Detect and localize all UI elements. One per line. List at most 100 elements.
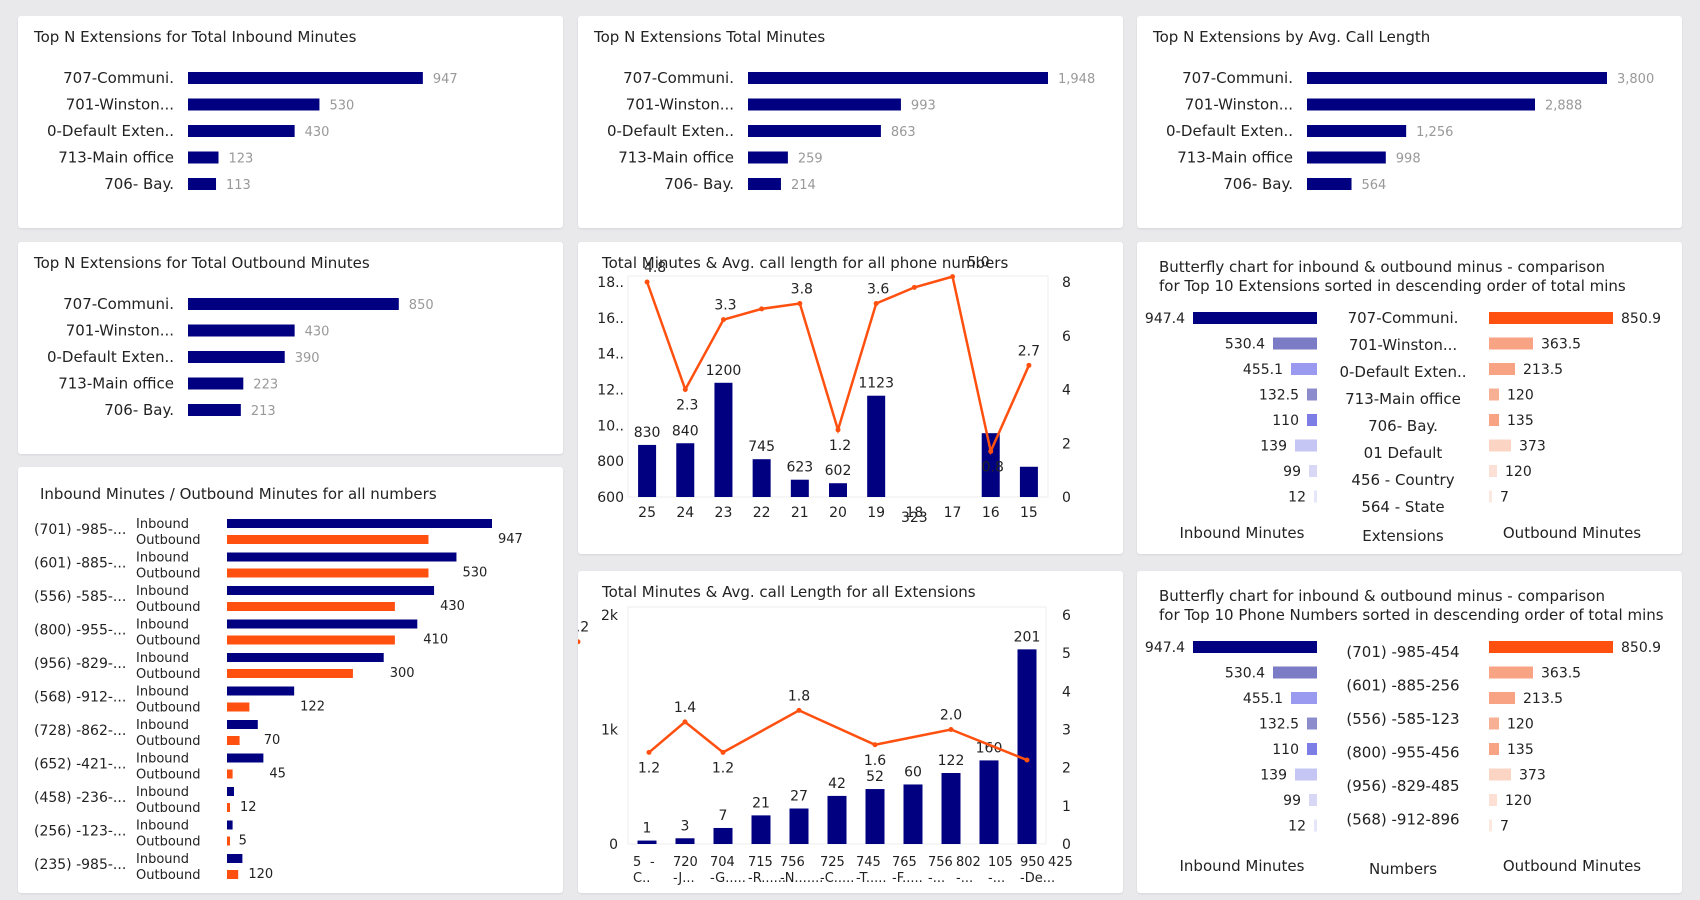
butterfly-phone-title-line1: Butterfly chart for inbound & outbound m… — [1159, 587, 1606, 605]
y-right-tick: 0 — [1062, 837, 1071, 853]
avg-length-point — [950, 274, 956, 280]
inbound-value-label: 530.4 — [1225, 337, 1265, 353]
center-footer: Extensions — [1362, 527, 1444, 545]
bar-value-label: 947 — [433, 72, 458, 87]
x-tick: 20 — [829, 505, 847, 521]
inbound-bar — [1273, 666, 1317, 679]
avg-length-label: 3.3 — [714, 298, 736, 314]
series-label-inbound: Inbound — [136, 685, 189, 700]
ext-bar-label: 52 — [866, 769, 884, 785]
x-tick-line2: -... — [928, 871, 945, 886]
x-tick: 720 — [673, 855, 698, 870]
outbound-value-label: 213.5 — [1523, 362, 1563, 378]
avg-card: Top N Extensions by Avg. Call Length 707… — [1137, 16, 1682, 228]
outbound-bar — [1489, 641, 1613, 653]
ext-bar — [713, 827, 733, 844]
x-tick: 704 — [710, 855, 735, 870]
butterfly-ext-card: Butterfly chart for inbound & outbound m… — [1137, 242, 1682, 554]
row-value-label: 947 — [498, 532, 523, 547]
x-tick: 18 — [905, 505, 923, 521]
row-category-label: (458) -236-... — [34, 790, 126, 806]
bar-value-label: 390 — [295, 351, 320, 366]
outbound-value-label: 7 — [1500, 819, 1509, 835]
ext-bar-label: 3 — [681, 818, 690, 834]
inbound-value-label: 530.4 — [1225, 666, 1265, 682]
ext-bar-label: 60 — [904, 764, 922, 780]
bar-category-label: 707-Communi. — [63, 295, 174, 313]
phone-bar-label: 602 — [825, 463, 852, 479]
inbound-bar — [1307, 717, 1317, 730]
outbound-bar — [1489, 794, 1497, 806]
y-left-tick: 0 — [609, 837, 618, 853]
row-category-label: (235) -985-... — [34, 857, 126, 873]
outbound-bar — [227, 870, 239, 879]
phone-bar — [676, 443, 695, 497]
phone-combo-title: Total Minutes & Avg. call length for all… — [602, 254, 1009, 272]
avg-length-label: 1.6 — [864, 753, 886, 769]
outbound-title: Top N Extensions for Total Outbound Minu… — [34, 254, 370, 272]
y-right-tick: 0 — [1062, 490, 1071, 506]
bar-category-label: 0-Default Exten.. — [47, 122, 174, 140]
ext-bar — [941, 773, 961, 844]
outbound-value-label: 120 — [1505, 464, 1532, 480]
bar-category-label: 713-Main office — [58, 149, 174, 167]
ext-bar — [979, 760, 999, 844]
ext-bar-label: 42 — [828, 776, 846, 792]
phone-bar-label: 745 — [748, 439, 775, 455]
x-tick-line2: -G..... — [710, 871, 746, 886]
x-tick: 23 — [715, 505, 733, 521]
avg-length-label: 3.6 — [867, 282, 889, 298]
ext-bar — [865, 789, 885, 844]
bar — [188, 298, 399, 310]
phone-bar — [1019, 466, 1038, 497]
y-right-tick: 4 — [1062, 684, 1071, 700]
inbound-value-label: 110 — [1272, 413, 1299, 429]
inbound-bar — [1314, 819, 1317, 832]
inbound-value-label: 139 — [1260, 768, 1287, 784]
outbound-bar — [1489, 312, 1613, 324]
avg-length-point — [720, 317, 726, 323]
bar — [1307, 151, 1386, 164]
row-category-label: (728) -862-... — [34, 723, 126, 739]
ext-bar — [1017, 649, 1037, 844]
row-value-label: 120 — [248, 867, 273, 882]
avg-length-point — [797, 301, 803, 306]
bar-category-label: 713-Main office — [1177, 149, 1293, 167]
bar-category-label: 707-Communi. — [1182, 69, 1293, 87]
inbound-value-label: 947.4 — [1145, 311, 1185, 327]
y-left-tick: 10.. — [597, 418, 624, 434]
inbound-value-label: 99 — [1283, 793, 1301, 809]
inbound-bar — [227, 586, 435, 595]
butterfly-phone-title-line2: for Top 10 Phone Numbers sorted in desce… — [1159, 606, 1664, 624]
ext-bar-label: 27 — [790, 789, 808, 805]
bar-value-label: 1,256 — [1416, 125, 1453, 140]
butterfly-ext-chart: 947.4 850.9 530.4 363.5 455.1 213.5 132.5 120 11… — [1145, 309, 1661, 545]
outbound-bar — [1489, 768, 1511, 781]
inbound-bar — [1309, 465, 1317, 477]
bar-value-label: 3,800 — [1617, 72, 1654, 87]
series-label-outbound: Outbound — [136, 567, 201, 582]
center-label: 564 - State — [1361, 498, 1444, 516]
ext-bar — [789, 808, 809, 844]
outbound-bar — [227, 769, 233, 779]
series-label-inbound: Inbound — [136, 618, 189, 633]
inbound-card: Top N Extensions for Total Inbound Minut… — [18, 16, 563, 228]
x-tick: 19 — [867, 505, 885, 521]
y-right-tick: 6 — [1062, 608, 1071, 624]
avg-length-label: 0.8 — [982, 459, 1004, 475]
avg-length-point — [1024, 757, 1030, 763]
bar — [1307, 72, 1607, 84]
x-tick-line2: -... — [988, 871, 1005, 886]
avg-length-label: 1.2 — [712, 760, 734, 776]
outbound-value-label: 7 — [1500, 490, 1509, 506]
avg-length-point — [720, 749, 726, 755]
total-title: Top N Extensions Total Minutes — [594, 28, 826, 46]
total-chart: 707-Communi. 1,948 701-Winston... 993 0-Defa… — [607, 69, 1095, 193]
inbound-value-label: 455.1 — [1243, 362, 1283, 378]
x-tick: 21 — [791, 505, 809, 521]
inbound-value-label: 99 — [1283, 464, 1301, 480]
outbound-bar — [227, 669, 353, 678]
bar-category-label: 701-Winston... — [66, 322, 174, 340]
phone-bar — [829, 483, 847, 497]
butterfly-phone-chart: 947.4 850.9 530.4 363.5 455.1 213.5 132.5 120 11… — [1145, 640, 1661, 878]
